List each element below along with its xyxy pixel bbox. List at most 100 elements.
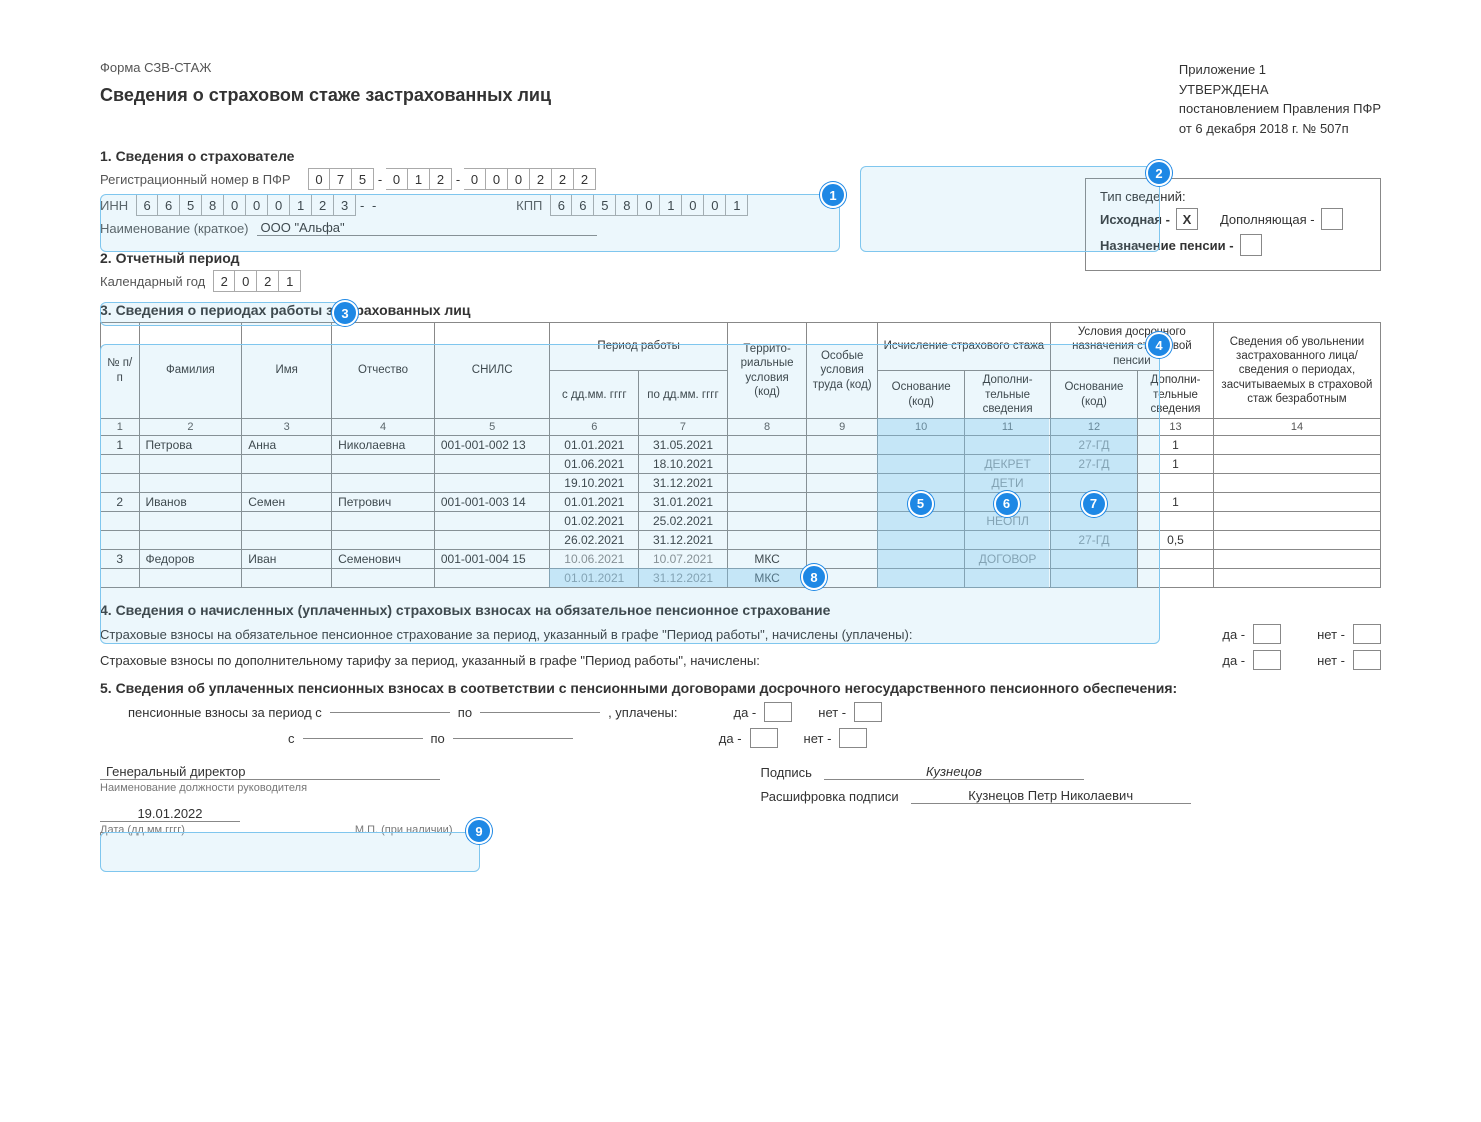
kpp-box: 665801001 <box>550 194 748 216</box>
th-7: по дд.мм. гггг <box>639 371 728 419</box>
th-12g: Условия досрочного назначения страховой … <box>1050 323 1213 371</box>
s4-l1: Страховые взносы на обязательное пенсион… <box>100 627 1214 642</box>
s4-line2: Страховые взносы по дополнительному тари… <box>100 650 1381 670</box>
marker-6: 6 <box>994 491 1020 517</box>
table-wrap: № п/п Фамилия Имя Отчество СНИЛС Период … <box>100 322 1381 588</box>
form-code: Форма СЗВ-СТАЖ <box>100 60 551 75</box>
s4-da1: да - <box>1222 627 1245 642</box>
s5-da2: да - <box>719 731 742 746</box>
th-2: Фамилия <box>139 323 242 419</box>
s5-net2-box[interactable] <box>839 728 867 748</box>
s5-from1[interactable] <box>330 712 450 713</box>
date-sub: Дата (дд.мм.гггг) <box>100 824 185 836</box>
s5-po1: по <box>458 705 472 720</box>
date-value: 19.01.2022 <box>100 806 240 822</box>
s5-upl: , уплачены: <box>608 705 677 720</box>
s5-l2a: с <box>288 731 295 746</box>
th-10g: Исчисление страхового стажа <box>878 323 1051 371</box>
th-9: Особые условия труда (код) <box>807 323 878 419</box>
year-label: Календарный год <box>100 274 205 289</box>
marker-9: 9 <box>466 818 492 844</box>
s4-da1-box[interactable] <box>1253 624 1281 644</box>
s5-from2[interactable] <box>303 738 423 739</box>
hl-9 <box>100 832 480 872</box>
appendix: Приложение 1 <box>1179 60 1381 80</box>
th-4: Отчество <box>332 323 435 419</box>
s4-net1-box[interactable] <box>1353 624 1381 644</box>
marker-1: 1 <box>820 182 846 208</box>
typebox-title: Тип сведений: <box>1100 189 1366 204</box>
form-header: Форма СЗВ-СТАЖ Сведения о страховом стаж… <box>100 60 1381 138</box>
s4-da2: да - <box>1222 653 1245 668</box>
reg-label: Регистрационный номер в ПФР <box>100 172 300 187</box>
s5-line1: пенсионные взносы за период с по , уплач… <box>100 702 1381 722</box>
s5-to2[interactable] <box>453 738 573 739</box>
approved-date: от 6 декабря 2018 г. № 507п <box>1179 119 1381 139</box>
approved: УТВЕРЖДЕНА <box>1179 80 1381 100</box>
marker-7: 7 <box>1081 491 1107 517</box>
position-value: Генеральный директор <box>100 764 440 780</box>
s1-heading: 1. Сведения о страхователе <box>100 148 1381 164</box>
s5-net1-box[interactable] <box>854 702 882 722</box>
supp-check[interactable] <box>1321 208 1343 230</box>
s5-da2-box[interactable] <box>750 728 778 748</box>
approval-block: Приложение 1 УТВЕРЖДЕНА постановлением П… <box>1179 60 1381 138</box>
form-title: Сведения о страховом стаже застрахованны… <box>100 85 551 106</box>
s5-po2: по <box>431 731 445 746</box>
year-box: 2021 <box>213 270 301 292</box>
s4-line1: Страховые взносы на обязательное пенсион… <box>100 624 1381 644</box>
s5-da1-box[interactable] <box>764 702 792 722</box>
th-8: Террито-риальные условия (код) <box>727 323 807 419</box>
th-13: Дополни-тельные сведения <box>1138 371 1214 419</box>
s4-da2-box[interactable] <box>1253 650 1281 670</box>
reg-box: 075-012-000222 <box>308 168 596 190</box>
marker-8: 8 <box>801 564 827 590</box>
decode-value: Кузнецов Петр Николаевич <box>911 788 1191 804</box>
s4-net2: нет - <box>1317 653 1345 668</box>
sign-value: Кузнецов <box>824 764 1084 780</box>
work-periods-table: № п/п Фамилия Имя Отчество СНИЛС Период … <box>100 322 1381 588</box>
th-3: Имя <box>242 323 332 419</box>
inn-label: ИНН <box>100 198 128 213</box>
sign-label: Подпись <box>761 765 812 780</box>
s5-da1: да - <box>734 705 757 720</box>
s4-net2-box[interactable] <box>1353 650 1381 670</box>
approved-by: постановлением Правления ПФР <box>1179 99 1381 119</box>
position-sub: Наименование должности руководителя <box>100 782 721 794</box>
inn-box: 6658000123-- <box>136 194 380 216</box>
th-1: № п/п <box>101 323 140 419</box>
pension-check[interactable] <box>1240 234 1262 256</box>
orig-label: Исходная - <box>1100 212 1170 227</box>
s3-heading: 3. Сведения о периодах работы застрахова… <box>100 302 1381 318</box>
decode-label: Расшифровка подписи <box>761 789 899 804</box>
th-5: СНИЛС <box>434 323 550 419</box>
marker-5: 5 <box>908 491 934 517</box>
th-11: Дополни-тельные сведения <box>965 371 1050 419</box>
s5-net2: нет - <box>804 731 832 746</box>
th-12: Основание (код) <box>1050 371 1137 419</box>
name-label: Наименование (краткое) <box>100 221 249 236</box>
s4-l2: Страховые взносы по дополнительному тари… <box>100 653 1214 668</box>
type-box: Тип сведений: Исходная - X Дополняющая -… <box>1085 178 1381 271</box>
marker-4: 4 <box>1146 332 1172 358</box>
mp-label: М.П. (при наличии) <box>355 824 453 836</box>
s5-to1[interactable] <box>480 712 600 713</box>
s5-l1a: пенсионные взносы за период с <box>128 705 322 720</box>
th-6g: Период работы <box>550 323 727 371</box>
name-value: ООО "Альфа" <box>257 220 597 236</box>
s5-heading: 5. Сведения об уплаченных пенсионных взн… <box>100 680 1381 696</box>
s4-heading: 4. Сведения о начисленных (уплаченных) с… <box>100 602 1381 618</box>
s5-line2: с по да - нет - <box>100 728 1381 748</box>
th-6: с дд.мм. гггг <box>550 371 639 419</box>
orig-check[interactable]: X <box>1176 208 1198 230</box>
kpp-label: КПП <box>516 198 542 213</box>
s5-net1: нет - <box>818 705 846 720</box>
marker-2: 2 <box>1146 160 1172 186</box>
pension-label: Назначение пенсии - <box>1100 238 1234 253</box>
signature-block: Генеральный директор Наименование должно… <box>100 764 1381 836</box>
th-14: Сведения об увольнении застрахованного л… <box>1213 323 1380 419</box>
supp-label: Дополняющая - <box>1220 212 1315 227</box>
th-10: Основание (код) <box>878 371 965 419</box>
s4-net1: нет - <box>1317 627 1345 642</box>
marker-3: 3 <box>332 300 358 326</box>
